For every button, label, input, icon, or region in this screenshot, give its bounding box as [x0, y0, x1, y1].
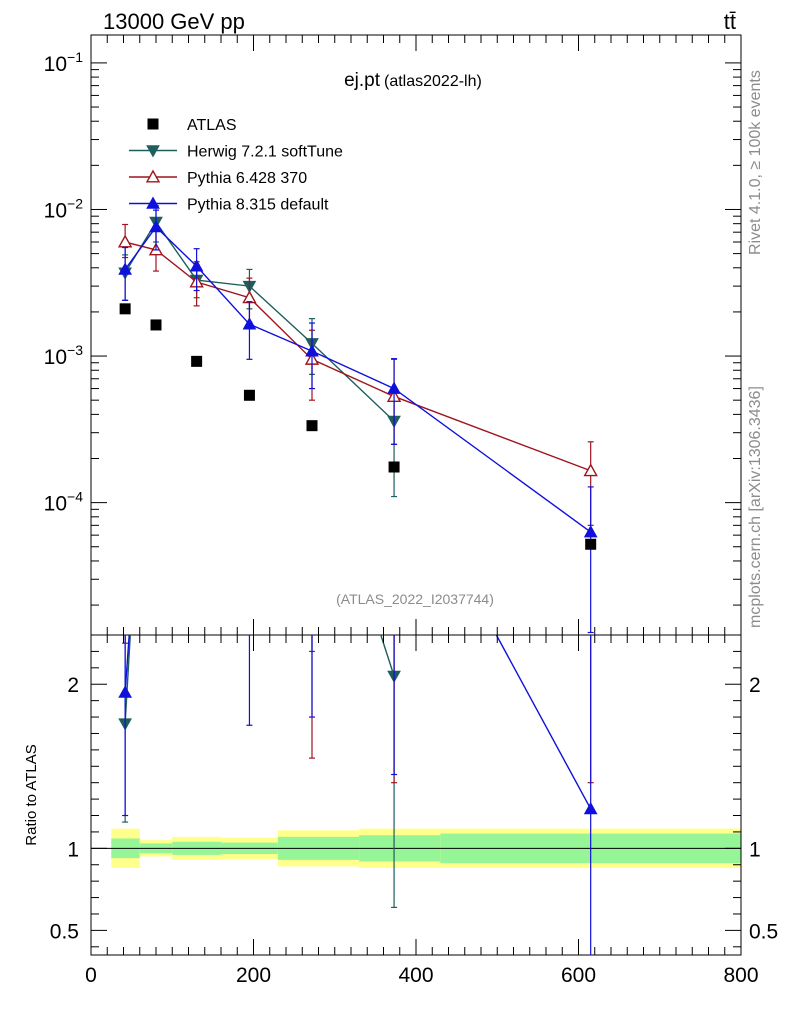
y-tick-label: 10−4: [44, 489, 84, 516]
ratio-tick-label-right: 1: [749, 838, 761, 861]
ratio-tick-label-left: 2: [67, 674, 79, 697]
data-point: [191, 355, 203, 367]
ratio-ylabel: Ratio to ATLAS: [23, 744, 40, 845]
ratio-point: [306, 481, 318, 492]
data-point: [117, 234, 133, 248]
data-point: [189, 259, 204, 272]
data-point: [306, 420, 318, 432]
y-tick-exponent: −4: [67, 489, 83, 505]
ratio-axis-ticks: 0.5 0.5 1 1 2 2: [50, 650, 778, 948]
ratio-tick-label-left: 1: [67, 838, 79, 861]
data-point: [585, 538, 597, 550]
y-tick-label: 10−1: [44, 49, 84, 76]
data-point: [583, 525, 598, 538]
ratio-series-pythia-8-315-default: [118, 481, 598, 955]
legend-item: Pythia 6.428 370: [129, 169, 307, 187]
y-tick-exponent: −2: [67, 195, 83, 211]
subtitle-text: (atlas2022-lh): [384, 73, 482, 90]
x-tick-label: 400: [398, 964, 433, 987]
ratio-point: [243, 252, 255, 263]
main-panel: 10−110−210−310−4 ej.pt (atlas2022-lh) (A…: [44, 34, 742, 636]
x-tick-label: 200: [236, 964, 271, 987]
y-tick-exponent: −1: [67, 49, 83, 65]
ratio-panel: 0.5 0.5 1 1 2 2 Ratio to ATLAS: [23, 89, 778, 956]
y-tick-exponent: −3: [67, 342, 83, 358]
data-point: [387, 381, 401, 394]
x-axis: 0 200 400 600 800: [85, 35, 759, 987]
ratio-point: [583, 801, 598, 815]
data-point: [242, 317, 257, 330]
ratio-line: [124, 635, 395, 724]
ratio-plot-frame: [90, 634, 742, 956]
rivet-version-label: Rivet 4.1.0, ≥ 100k events: [747, 70, 764, 255]
ratio-line: [125, 258, 591, 545]
legend-item: Pythia 8.315 default: [129, 196, 329, 214]
y-tick-label: 10−2: [44, 195, 84, 222]
ratio-line: [124, 635, 592, 810]
ratio-tick-label-left: 0.5: [50, 920, 79, 943]
ratio-point: [118, 685, 132, 698]
legend-marker: [146, 145, 160, 158]
legend-label: Pythia 6.428 370: [187, 170, 307, 187]
legend-label: ATLAS: [187, 117, 237, 134]
series-pythia-6-428-370: [117, 223, 598, 526]
data-point: [583, 463, 598, 477]
y-tick-base: 10: [44, 199, 67, 222]
ratio-series: [118, 89, 598, 955]
source-label: mcplots.cern.ch [arXiv:1306.3436]: [747, 386, 764, 628]
y-tick-base: 10: [44, 53, 67, 76]
plot-title: ej.pt (atlas2022-lh): [344, 70, 482, 91]
ratio-point: [191, 432, 203, 443]
legend-item: ATLAS: [147, 117, 237, 134]
data-point: [149, 219, 163, 233]
x-tick-label: 800: [723, 964, 758, 987]
data-point: [150, 319, 162, 331]
legend-marker: [146, 196, 160, 209]
ratio-point: [243, 506, 255, 517]
analysis-label: (ATLAS_2022_I2037744): [336, 591, 494, 607]
series-atlas: [119, 303, 597, 550]
data-point: [119, 303, 131, 315]
legend-label: Pythia 8.315 default: [187, 197, 329, 214]
data-point: [388, 461, 400, 473]
ratio-point: [150, 187, 162, 198]
legend-marker: [145, 169, 161, 183]
y-tick-label: 10−3: [44, 342, 84, 369]
legend-item: Herwig 7.2.1 softTune: [129, 144, 343, 161]
legend-marker: [147, 118, 159, 130]
energy-label: 13000 GeV pp: [103, 9, 245, 34]
ratio-point: [306, 539, 318, 550]
legend: ATLAS Herwig 7.2.1 softTune Pythia 6.428 3…: [129, 117, 343, 214]
ratio-tick-label-right: 2: [749, 674, 761, 697]
x-tick-label: 600: [561, 964, 596, 987]
series-line: [124, 220, 395, 422]
main-axis-ticks: 10−110−210−310−4: [44, 49, 741, 606]
process-label: tt̄: [724, 9, 736, 34]
data-point: [243, 389, 255, 401]
title-text: ej.pt: [344, 70, 381, 91]
y-tick-base: 10: [44, 493, 67, 516]
ratio-point: [191, 417, 203, 428]
ratio-series-herwig-7-2-1-softtune: [118, 89, 401, 909]
x-tick-label: 0: [85, 964, 97, 987]
data-point: [305, 344, 319, 357]
main-series: [117, 205, 598, 634]
data-point: [118, 262, 132, 275]
ratio-point: [119, 539, 131, 550]
ratio-point: [388, 514, 400, 525]
series-herwig-7-2-1-softtune: [118, 205, 401, 498]
legend-label: Herwig 7.2.1 softTune: [187, 144, 343, 161]
series-pythia-8-315-default: [118, 209, 598, 634]
ratio-tick-label-right: 0.5: [749, 920, 778, 943]
ratio-point: [243, 89, 255, 100]
ratio-point: [150, 473, 162, 484]
ratio-uncertainty-bands: [91, 828, 741, 869]
y-tick-base: 10: [44, 346, 67, 369]
